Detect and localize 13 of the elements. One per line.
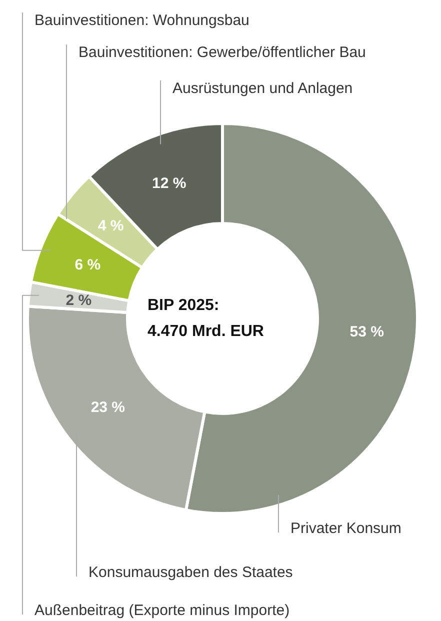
slice-label: Bauinvestitionen: Wohnungsbau — [34, 12, 250, 29]
data-label: 23 % — [90, 398, 126, 416]
data-label: 12 % — [152, 175, 186, 192]
slice-label: Bauinvestitionen: Gewerbe/öffentlicher Bau — [78, 44, 366, 61]
slice-label: Ausrüstungen und Anlagen — [172, 80, 353, 97]
slice-label: Privater Konsum — [290, 520, 402, 537]
data-label: 4 % — [98, 218, 124, 235]
slice-label: Außenbeitrag (Exporte minus Importe) — [34, 602, 290, 619]
slice-label: Konsumausgaben des Staates — [88, 564, 293, 581]
data-label: 2 % — [66, 292, 92, 309]
data-label: 53 % — [350, 324, 384, 341]
text: BIP 2025: 4.470 Mrd. EUR — [148, 297, 264, 340]
data-label: 6 % — [74, 256, 101, 274]
